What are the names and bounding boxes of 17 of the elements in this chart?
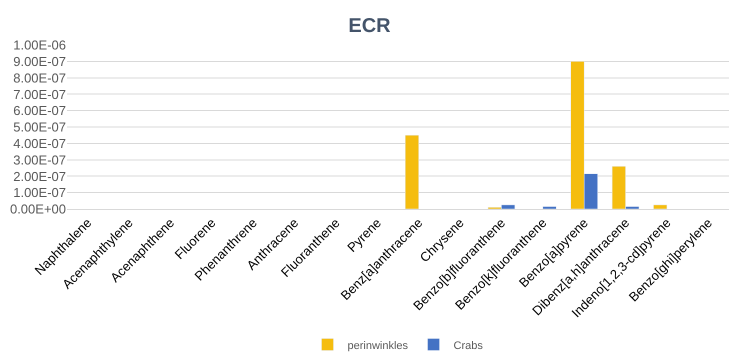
y-tick-label: 4.00E-07 [13,136,66,151]
y-tick-label: 8.00E-07 [13,70,66,86]
bar [653,204,668,209]
bar [542,206,557,209]
y-tick-label: 0.00E+00 [10,202,66,217]
chart-title: ECR [348,14,392,37]
legend-label: perinwinkles [348,340,409,352]
y-tick-label: 6.00E-07 [13,103,66,118]
y-tick-label: 5.00E-07 [13,120,66,135]
y-tick-label: 2.00E-07 [13,168,66,184]
y-tick-label: 7.00E-07 [13,86,66,102]
y-tick-label: 9.00E-07 [13,54,66,69]
bar [404,134,419,209]
legend-label: Crabs [454,340,484,352]
y-tick-label: 3.00E-07 [13,152,66,168]
y-tick-label: 1.00E-06 [13,38,66,53]
y-tick-label: 1.00E-07 [13,185,66,200]
